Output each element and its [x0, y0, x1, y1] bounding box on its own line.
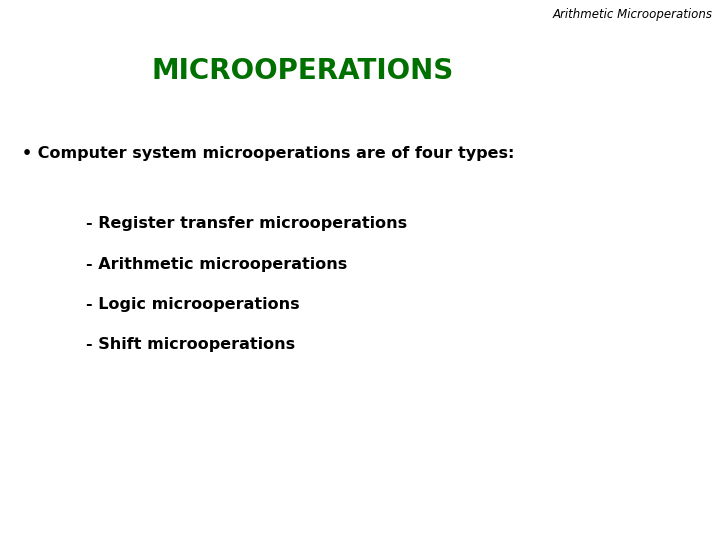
- Text: • Computer system microoperations are of four types:: • Computer system microoperations are of…: [22, 146, 514, 161]
- Text: - Arithmetic microoperations: - Arithmetic microoperations: [86, 256, 348, 272]
- Text: - Register transfer microoperations: - Register transfer microoperations: [86, 216, 408, 231]
- Text: Arithmetic Microoperations: Arithmetic Microoperations: [553, 8, 713, 21]
- Text: MICROOPERATIONS: MICROOPERATIONS: [151, 57, 454, 85]
- Text: - Logic microoperations: - Logic microoperations: [86, 297, 300, 312]
- Text: - Shift microoperations: - Shift microoperations: [86, 338, 295, 353]
